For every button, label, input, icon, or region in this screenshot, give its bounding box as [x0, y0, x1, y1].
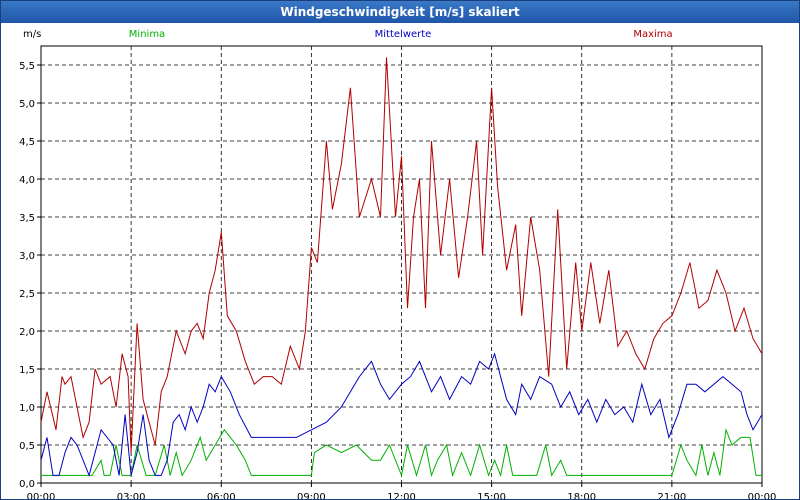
x-tick-time: 00:00 [27, 492, 56, 499]
x-tick-time: 15:00 [477, 492, 506, 499]
legend-minima: Minima [129, 29, 165, 40]
y-tick-label: 1,0 [19, 403, 35, 414]
grid-lines [37, 46, 763, 487]
x-tick-time: 03:00 [117, 492, 146, 499]
window-title: Windgeschwindigkeit [m/s] skaliert [1, 1, 799, 23]
y-tick-label: 4,5 [19, 137, 35, 148]
y-tick-label: 0,5 [19, 441, 35, 452]
y-tick-label: 5,0 [19, 99, 35, 110]
x-tick-time: 09:00 [297, 492, 326, 499]
x-tick-time: 12:00 [387, 492, 416, 499]
chart-plot: 0,0 0,5 1,0 1,5 2,0 2,5 3,0 3,5 4,0 4,5 5,0 5,5 00:0… [19, 29, 777, 499]
axis-labels: 0,0 0,5 1,0 1,5 2,0 2,5 3,0 3,5 4,0 4,5 5,0 5,5 00:0… [19, 29, 777, 499]
x-tick-time: 21:00 [657, 492, 686, 499]
y-tick-label: 3,0 [19, 251, 35, 262]
series-line-mittelwerte [40, 352, 763, 478]
y-tick-label: 1,5 [19, 365, 35, 376]
x-tick-time: 06:00 [207, 492, 236, 499]
x-tick-time: 00:00 [748, 492, 777, 499]
y-tick-label: 4,0 [19, 175, 35, 186]
y-tick-label: 3,5 [19, 213, 35, 224]
y-tick-label: 5,5 [19, 61, 35, 72]
legend-mittelwerte: Mittelwerte [375, 29, 432, 40]
x-tick-time: 18:00 [567, 492, 596, 499]
y-tick-label: 2,5 [19, 289, 35, 300]
y-axis-unit: m/s [23, 29, 41, 40]
y-tick-label: 2,0 [19, 327, 35, 338]
legend-maxima: Maxima [633, 29, 672, 40]
series-line-maxima [40, 57, 763, 453]
series-lines [40, 57, 763, 478]
y-tick-label: 0,0 [19, 479, 35, 490]
